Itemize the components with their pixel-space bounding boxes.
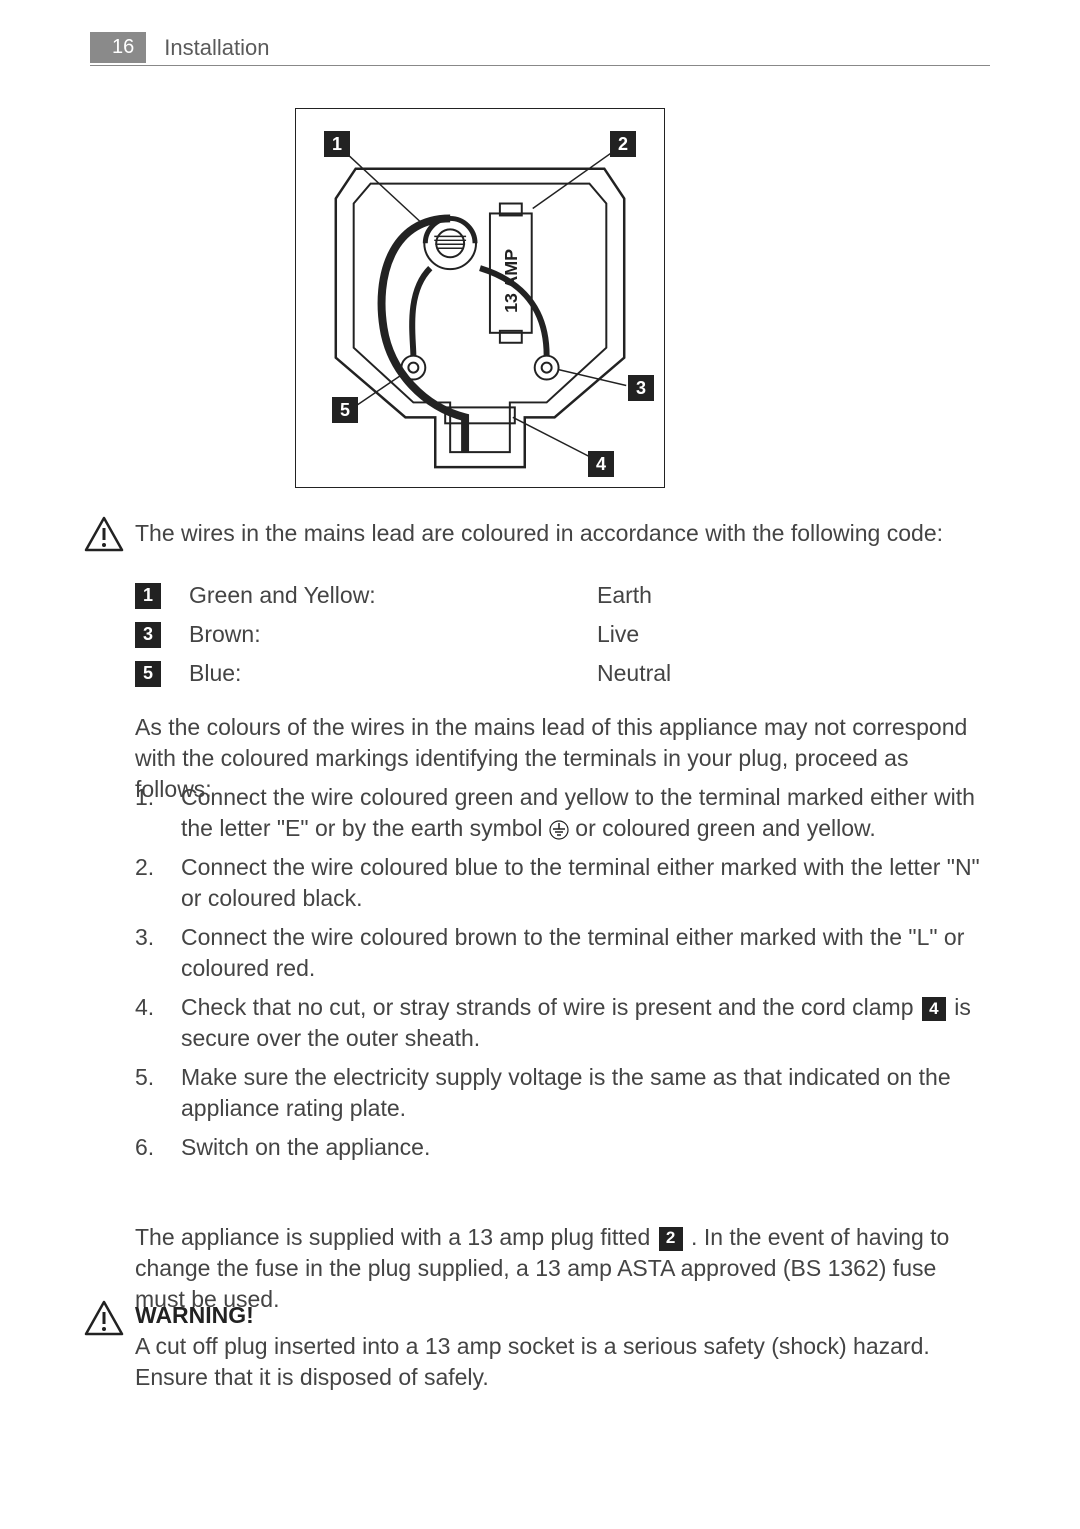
section-title: Installation <box>164 35 269 61</box>
wire-row: 5 Blue: Neutral <box>135 660 990 687</box>
wire-colour: Brown: <box>189 621 597 648</box>
plug-svg: 13 AMP <box>296 109 664 487</box>
step-text: Switch on the appliance. <box>181 1132 990 1163</box>
wire-colour: Blue: <box>189 660 597 687</box>
step-text: Connect the wire coloured green and yell… <box>181 782 990 844</box>
callout-2: 2 <box>610 131 636 157</box>
warning-block: WARNING! A cut off plug inserted into a … <box>135 1300 990 1393</box>
wire-row: 3 Brown: Live <box>135 621 990 648</box>
step-item: 5. Make sure the electricity supply volt… <box>135 1062 990 1124</box>
warning-text: A cut off plug inserted into a 13 amp so… <box>135 1331 990 1393</box>
step-text: Connect the wire coloured brown to the t… <box>181 922 990 984</box>
inline-callout-2: 2 <box>659 1227 683 1251</box>
step-item: 3. Connect the wire coloured brown to th… <box>135 922 990 984</box>
step-text: Check that no cut, or stray strands of w… <box>181 992 990 1054</box>
wire-meaning: Earth <box>597 582 652 609</box>
step-item: 4. Check that no cut, or stray strands o… <box>135 992 990 1054</box>
step-number: 2. <box>135 852 181 914</box>
caution-icon <box>84 516 124 552</box>
page-header: 16 Installation <box>90 32 990 66</box>
step-text: Connect the wire coloured blue to the te… <box>181 852 990 914</box>
wire-meaning: Live <box>597 621 639 648</box>
intro-text: The wires in the mains lead are coloured… <box>135 520 990 547</box>
earth-symbol-icon <box>549 820 569 840</box>
wire-num: 1 <box>135 583 161 609</box>
inline-callout-4: 4 <box>922 997 946 1021</box>
wire-num: 3 <box>135 622 161 648</box>
step-number: 5. <box>135 1062 181 1124</box>
callout-1: 1 <box>324 131 350 157</box>
wire-meaning: Neutral <box>597 660 671 687</box>
wire-num: 5 <box>135 661 161 687</box>
step-number: 3. <box>135 922 181 984</box>
step-number: 6. <box>135 1132 181 1163</box>
wire-colour-table: 1 Green and Yellow: Earth 3 Brown: Live … <box>135 582 990 699</box>
step-item: 1. Connect the wire coloured green and y… <box>135 782 990 844</box>
step-text: Make sure the electricity supply voltage… <box>181 1062 990 1124</box>
step-number: 1. <box>135 782 181 844</box>
plug-diagram: 13 AMP 1 2 3 4 5 <box>295 108 665 488</box>
callout-5: 5 <box>332 397 358 423</box>
page-number: 16 <box>90 32 146 63</box>
step-item: 2. Connect the wire coloured blue to the… <box>135 852 990 914</box>
wire-row: 1 Green and Yellow: Earth <box>135 582 990 609</box>
warning-icon <box>84 1300 124 1336</box>
step-number: 4. <box>135 992 181 1054</box>
warning-title: WARNING! <box>135 1300 990 1331</box>
step-item: 6. Switch on the appliance. <box>135 1132 990 1163</box>
wire-colour: Green and Yellow: <box>189 582 597 609</box>
callout-4: 4 <box>588 451 614 477</box>
callout-3: 3 <box>628 375 654 401</box>
step-list: 1. Connect the wire coloured green and y… <box>135 782 990 1172</box>
